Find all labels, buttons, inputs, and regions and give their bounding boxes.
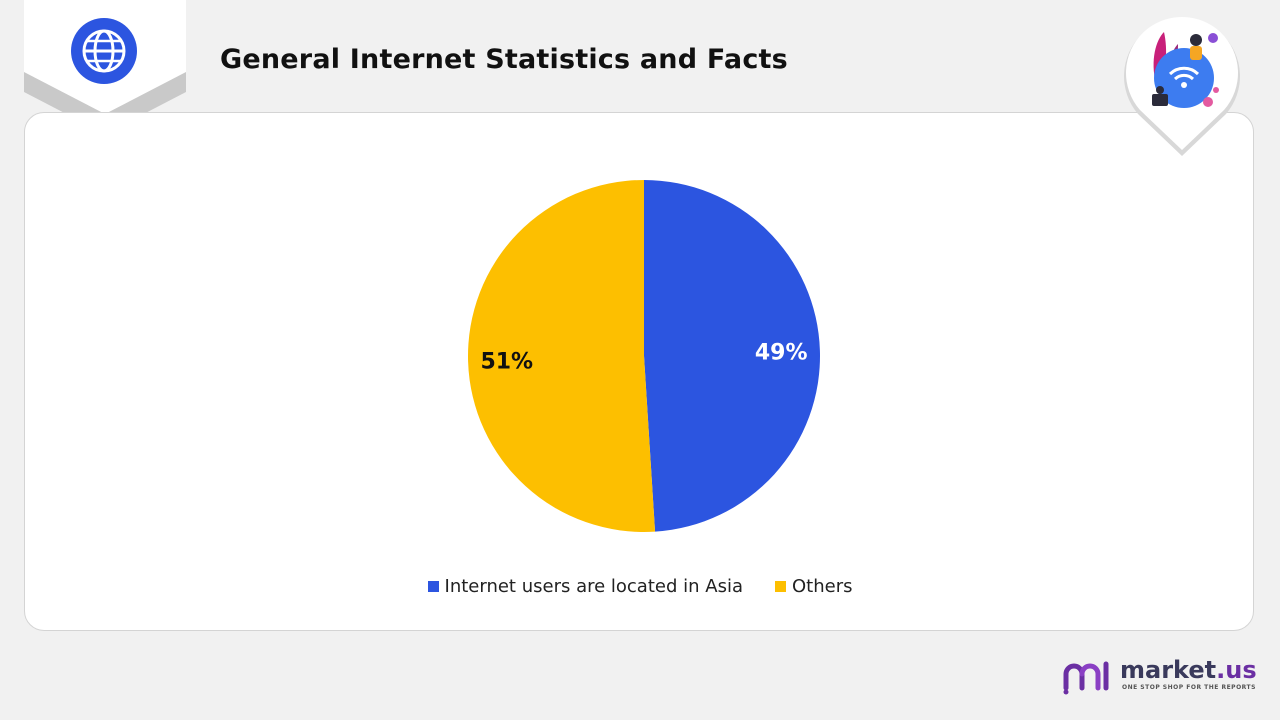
legend-label-others: Others bbox=[791, 576, 853, 597]
page-title: General Internet Statistics and Facts bbox=[220, 44, 788, 75]
chart-legend: Internet users are located in Asia Other… bbox=[0, 576, 1280, 597]
brand-tagline: ONE STOP SHOP FOR THE REPORTS bbox=[1122, 684, 1256, 691]
globe-icon bbox=[71, 18, 137, 84]
legend-swatch-asia bbox=[427, 581, 439, 592]
brand-mark-icon bbox=[1063, 661, 1109, 695]
legend-item-others: Others bbox=[774, 576, 853, 597]
legend-swatch-others bbox=[774, 581, 786, 592]
legend-item-asia: Internet users are located in Asia bbox=[427, 576, 743, 597]
pie-label-others: 51% bbox=[480, 349, 533, 374]
pie-slice-asia bbox=[644, 180, 821, 532]
pie-label-asia: 49% bbox=[755, 341, 808, 366]
globe-badge bbox=[24, 0, 186, 134]
brand-logo: market.us ONE STOP SHOP FOR THE REPORTS bbox=[1062, 656, 1262, 696]
wifi-globe-illustration bbox=[1124, 16, 1240, 157]
legend-label-asia: Internet users are located in Asia bbox=[444, 576, 743, 597]
pie-slice-others bbox=[468, 180, 656, 532]
brand-name: market.us bbox=[1120, 656, 1257, 684]
